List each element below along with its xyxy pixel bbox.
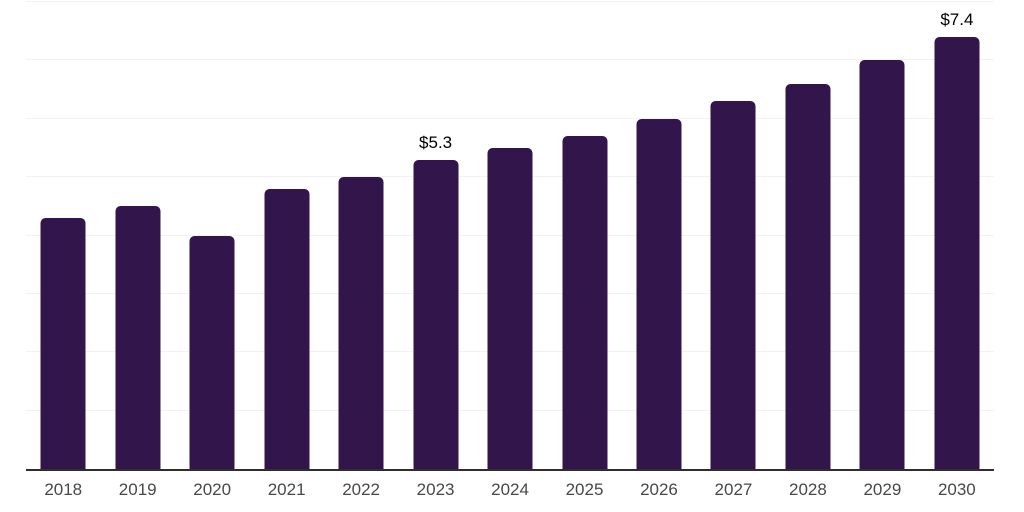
bar-2018 [40,218,86,469]
x-tick-label: 2022 [342,480,381,499]
x-tick-label: 2026 [640,480,678,499]
bar-2029 [859,60,905,469]
bar-slot [26,2,100,469]
x-tick-label: 2027 [714,480,753,499]
bar-slot [771,2,845,469]
bar-slot [845,2,919,469]
bar-slot [324,2,398,469]
x-tick-label: 2023 [416,480,455,499]
bar-2021 [264,188,310,469]
x-axis-labels: 2018 2019 2020 2021 2022 2023 2024 2025 2026 2027… [26,480,994,500]
bar-slot [100,2,174,469]
bar-2028 [785,83,831,469]
bar-2024 [487,147,533,469]
bar-2030 [934,37,980,469]
x-tick-label: 2019 [118,480,157,499]
x-tick-label: 2030 [937,480,976,499]
x-tick-label: 2020 [193,480,232,499]
bar-slot [547,2,621,469]
bar-value-label: $7.4 [940,10,974,29]
x-tick-label: 2025 [565,480,604,499]
bar-slot: $7.4 [920,2,994,469]
plot-area: $5.3 $7.4 [26,1,994,469]
gridline [26,59,994,61]
x-tick-label: 2028 [789,480,827,499]
x-tick-label: 2018 [44,480,83,499]
bar-2020 [189,235,235,469]
bar-value-label: $5.3 [419,132,453,152]
x-tick-label: 2024 [491,480,529,499]
bar-2022 [338,177,384,469]
bar-2027 [710,101,756,469]
bar-slot [175,2,249,469]
bar-slot [622,2,696,469]
bar-slot [473,2,547,469]
bar-2019 [115,206,161,469]
bar-2026 [636,118,682,469]
bar-slot [249,2,323,469]
bar-slot: $5.3 [398,2,472,469]
bar-2023 [413,159,459,469]
bar-slot [696,2,770,469]
x-axis-line [26,469,994,471]
x-tick-label: 2029 [863,480,902,499]
x-tick-label: 2021 [267,480,306,499]
gridline [26,1,994,2]
bars-row: $5.3 $7.4 [26,2,994,469]
bar-2025 [562,136,608,469]
gridline [26,117,994,119]
